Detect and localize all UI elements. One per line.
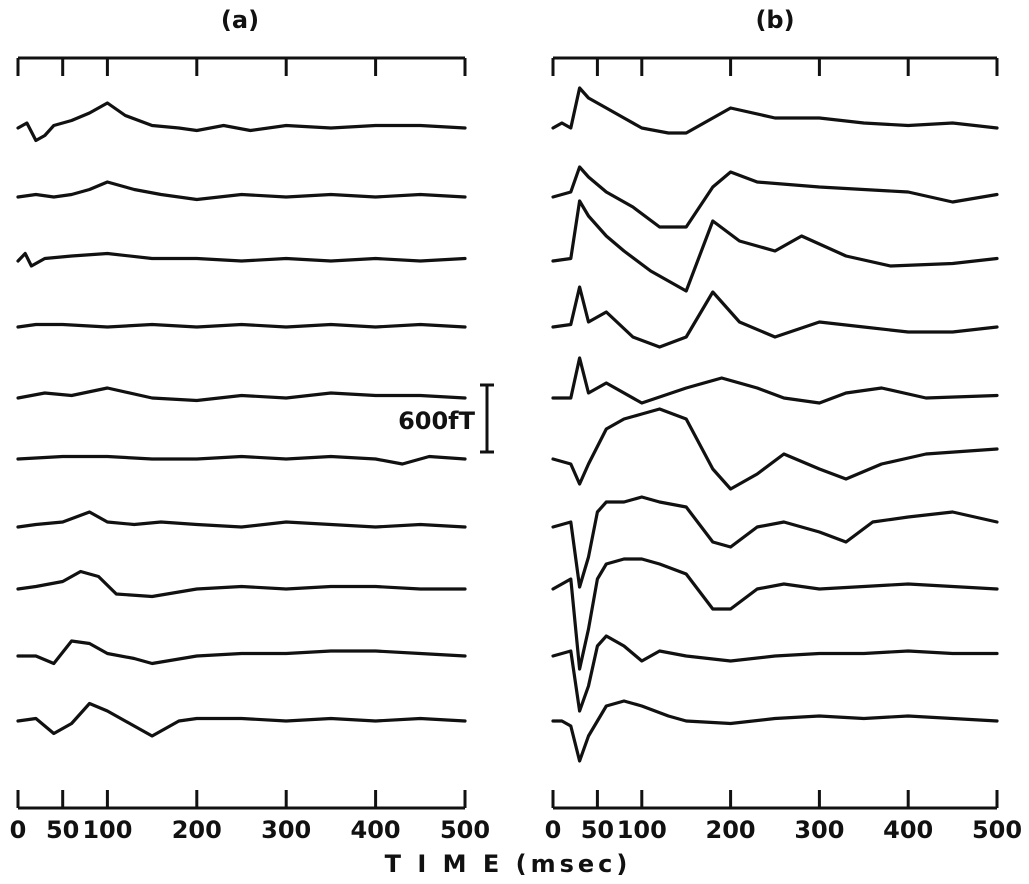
- x-tick-label: 300: [794, 816, 844, 844]
- panel-a: 0 50 100 200 300 400 500: [10, 56, 490, 844]
- trace-a-5: [16, 386, 467, 403]
- trace-a-7: [16, 510, 467, 529]
- x-tick-label: 200: [706, 816, 756, 844]
- trace-b-6: [551, 407, 999, 491]
- scale-bar: 600fT: [398, 383, 494, 454]
- trace-a-4: [16, 322, 467, 329]
- x-tick-label: 100: [617, 816, 667, 844]
- x-tick-label: 400: [351, 816, 401, 844]
- x-axis-title: T I M E (msec): [385, 850, 632, 878]
- x-tick-label: 50: [46, 816, 79, 844]
- trace-b-10: [551, 699, 999, 763]
- trace-b-7: [551, 495, 999, 589]
- trace-a-10: [16, 701, 467, 738]
- panel-b: 0 50 100 200 300 400 500: [545, 56, 1022, 844]
- x-tick-label: 400: [883, 816, 933, 844]
- panel-b-title: (b): [755, 6, 794, 34]
- x-tick-label: 100: [82, 816, 132, 844]
- trace-a-6: [16, 454, 467, 466]
- trace-b-5: [551, 356, 999, 405]
- trace-a-1: [16, 101, 467, 143]
- x-tick-label: 50: [581, 816, 614, 844]
- x-tick-label: 0: [545, 816, 562, 844]
- x-tick-label: 300: [261, 816, 311, 844]
- trace-a-3: [16, 251, 467, 268]
- trace-b-9: [551, 634, 999, 713]
- scale-bar-label: 600fT: [398, 407, 476, 435]
- trace-a-2: [16, 180, 467, 202]
- x-tick-label: 500: [972, 816, 1022, 844]
- trace-a-8: [16, 569, 467, 599]
- x-tick-label: 0: [10, 816, 27, 844]
- trace-b-1: [551, 86, 999, 135]
- trace-a-9: [16, 639, 467, 666]
- trace-b-4: [551, 285, 999, 349]
- x-tick-label: 200: [172, 816, 222, 844]
- trace-b-8: [551, 557, 999, 671]
- panel-a-title: (a): [221, 6, 259, 34]
- trace-b-3: [551, 199, 999, 293]
- trace-b-2: [551, 165, 999, 229]
- x-tick-label: 500: [440, 816, 490, 844]
